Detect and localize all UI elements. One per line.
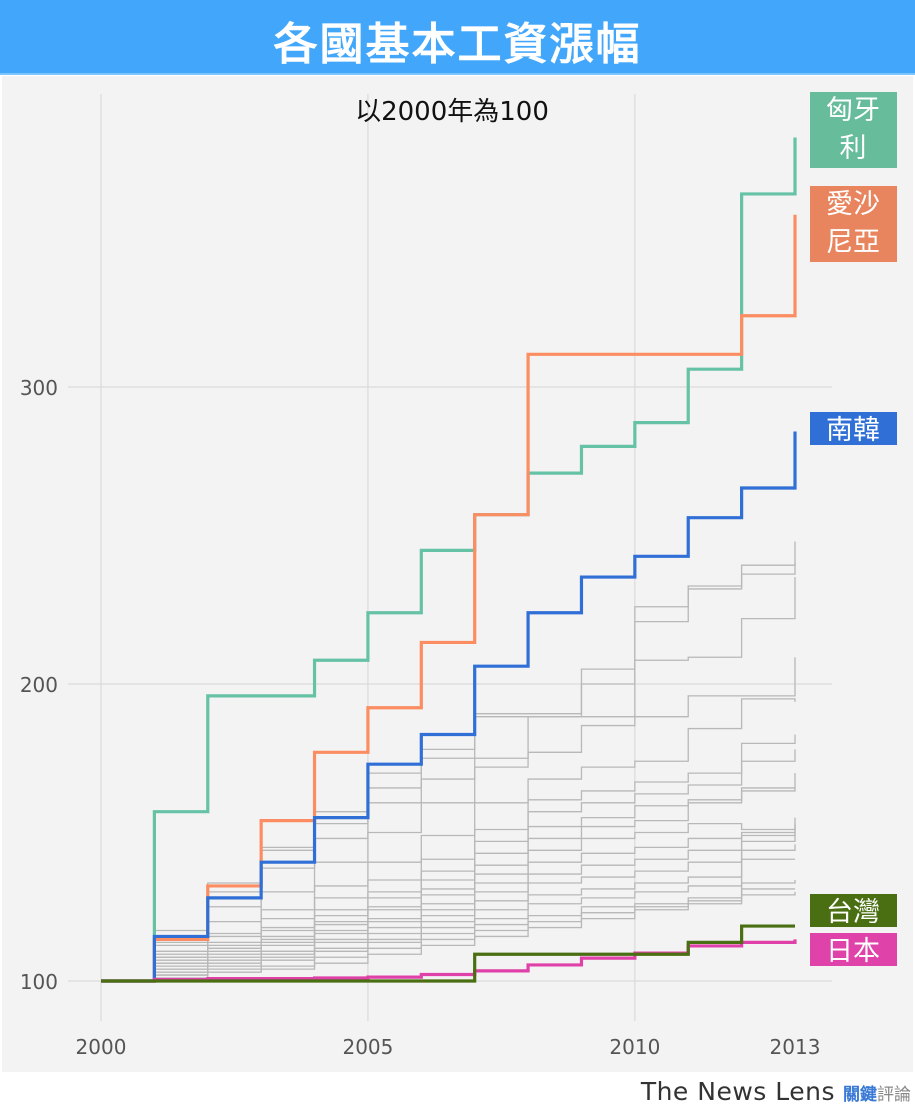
series-line-3 [101,924,795,983]
series-label-box [810,186,897,262]
background-series-line [101,817,796,982]
header-banner: 各國基本工資漲幅 [0,0,915,75]
series-label-4: 日本 [810,933,897,967]
series-label-text: 愛沙 [826,189,880,220]
series-line-2 [101,431,797,983]
brand-name-zh-rest: 評論 [877,1085,911,1105]
series-label-text: 尼亞 [826,227,880,258]
series-label-box [810,412,897,445]
background-series-line [101,832,796,982]
brand-name-en: The News Lens [640,1077,835,1106]
chart-title: 各國基本工資漲幅 [273,19,642,70]
series-label-text: 日本 [826,936,880,967]
brand-name-zh-highlight: 關鍵 [843,1085,877,1105]
series-label-text: 匈牙 [826,95,880,126]
series-label-0: 匈牙利 [810,92,897,168]
brand-footer: The News Lens 關鍵評論 [641,1077,911,1107]
background-series-line [101,858,795,982]
series-label-box [810,92,897,168]
series-label-box [810,894,897,927]
series-line-1 [101,214,797,983]
background-series-line [101,562,796,982]
series-label-text: 台灣 [826,897,880,928]
background-series-line [101,787,796,982]
series-label-3: 台灣 [810,894,897,928]
chart-panel: 2000 2005 2010 2013 100 200 300 匈牙利愛沙 尼亞 南韓 台灣 日本 … [2,76,913,1072]
background-series-line [101,657,796,982]
background-series-line [101,577,796,982]
highlighted-series [101,137,797,983]
grid [68,94,832,1021]
x-tick-label: 2005 [342,1035,393,1059]
y-tick-label: 100 [20,970,58,994]
series-label-2: 南韓 [810,412,897,446]
series-line-0 [101,137,797,983]
series-label-text: 利 [840,133,867,164]
background-series [101,541,796,982]
background-series-line [101,734,796,982]
y-tick-label: 300 [20,376,58,400]
x-tick-label: 2000 [76,1035,127,1059]
axis-labels: 2000 2005 2010 2013 100 200 300 [20,376,821,1059]
background-series-line [101,891,796,982]
x-tick-label: 2010 [609,1035,660,1059]
series-label-box [810,933,897,966]
chart-subtitle: 以2000年為100 [355,97,549,127]
y-tick-label: 200 [20,673,58,697]
series-label-text: 南韓 [826,415,880,446]
x-tick-label: 2013 [770,1035,821,1059]
brand-name-zh: 關鍵評論 [843,1080,911,1105]
